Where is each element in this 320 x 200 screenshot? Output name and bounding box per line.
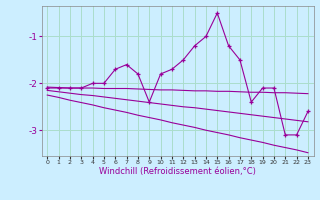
X-axis label: Windchill (Refroidissement éolien,°C): Windchill (Refroidissement éolien,°C) [99,167,256,176]
